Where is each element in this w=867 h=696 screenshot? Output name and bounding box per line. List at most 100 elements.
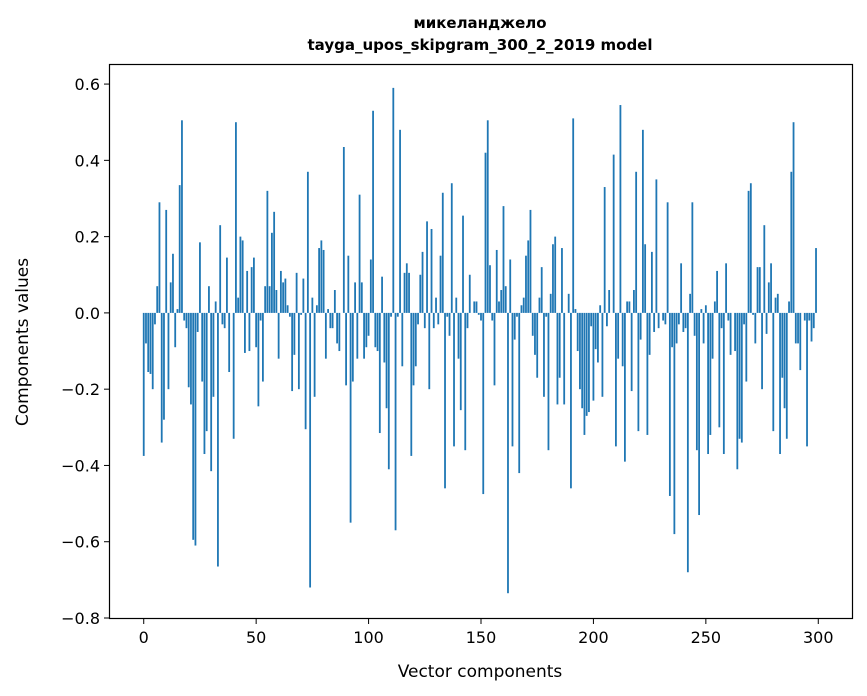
bar [664, 312, 667, 325]
bar [691, 202, 694, 313]
bar [695, 312, 698, 451]
bar [383, 312, 386, 363]
bar [563, 312, 566, 405]
bar [194, 312, 197, 546]
bar [399, 129, 401, 313]
bar [327, 309, 329, 313]
bar [448, 312, 451, 336]
bar [491, 312, 494, 321]
x-axis-label: Vector components [398, 662, 563, 682]
bar [630, 312, 633, 392]
bar [320, 240, 323, 313]
bar [572, 118, 575, 313]
bar [736, 312, 739, 470]
bar [270, 232, 273, 313]
bar [145, 312, 147, 344]
y-tick-label: −0.8 [61, 609, 100, 628]
bar [365, 312, 368, 348]
bar [163, 312, 165, 420]
bar [682, 312, 685, 332]
bar [720, 312, 723, 329]
bar [208, 286, 210, 313]
bar [331, 312, 334, 329]
bar [394, 312, 397, 531]
bar [367, 312, 370, 336]
bar [803, 312, 806, 321]
bar [576, 312, 579, 352]
bar [747, 190, 750, 313]
bar [345, 312, 347, 386]
bar [599, 305, 602, 313]
bar [293, 312, 296, 355]
bar [309, 312, 312, 588]
bar [482, 312, 485, 495]
bar [648, 312, 651, 355]
bar [167, 312, 170, 390]
bar [426, 221, 428, 313]
bar [255, 312, 258, 348]
bar [311, 297, 314, 313]
bar [675, 312, 678, 344]
bar [282, 282, 285, 313]
bar [288, 312, 291, 317]
bar [172, 253, 174, 313]
bar [698, 312, 700, 516]
bar [792, 122, 795, 313]
bar [635, 171, 638, 313]
bar [412, 312, 415, 386]
bar [351, 312, 354, 382]
bar [475, 301, 478, 313]
bar [790, 171, 793, 313]
y-tick-label: 0.2 [75, 228, 100, 247]
bar [403, 272, 406, 313]
bar [156, 286, 159, 313]
bar [646, 312, 649, 435]
bar [459, 312, 462, 411]
bar [181, 120, 183, 313]
bar [176, 309, 179, 313]
bar [378, 312, 381, 434]
bar [498, 301, 500, 313]
bar [808, 312, 811, 321]
bar [347, 255, 350, 313]
bar [624, 312, 626, 462]
bar [617, 312, 620, 359]
bar [480, 312, 482, 321]
bar [529, 209, 532, 313]
bar [324, 312, 327, 359]
x-tick-label: 50 [246, 628, 266, 647]
bar [318, 248, 321, 313]
bar [711, 312, 714, 359]
bar [196, 312, 199, 332]
bar [547, 312, 550, 451]
bar [419, 274, 422, 313]
bar [313, 312, 316, 397]
bar [302, 278, 305, 313]
bar [516, 312, 518, 317]
bar [558, 312, 561, 378]
bar [387, 312, 390, 470]
bar [237, 297, 240, 313]
bar [329, 312, 332, 329]
bar [794, 312, 797, 344]
bar [763, 225, 766, 313]
bar [154, 312, 156, 325]
bar [390, 312, 392, 317]
bar [776, 293, 779, 313]
bar [743, 312, 745, 325]
bar [531, 312, 534, 336]
bar [606, 312, 608, 327]
bar [322, 249, 325, 313]
bar [666, 202, 669, 313]
bar [439, 255, 442, 313]
bar [149, 312, 152, 374]
bar [374, 312, 377, 348]
bar [684, 312, 687, 329]
bar [749, 183, 752, 313]
bar [183, 312, 186, 321]
bar [486, 120, 489, 313]
bar [232, 312, 235, 439]
bar [342, 147, 345, 313]
bar [437, 312, 440, 325]
bar [677, 312, 680, 325]
